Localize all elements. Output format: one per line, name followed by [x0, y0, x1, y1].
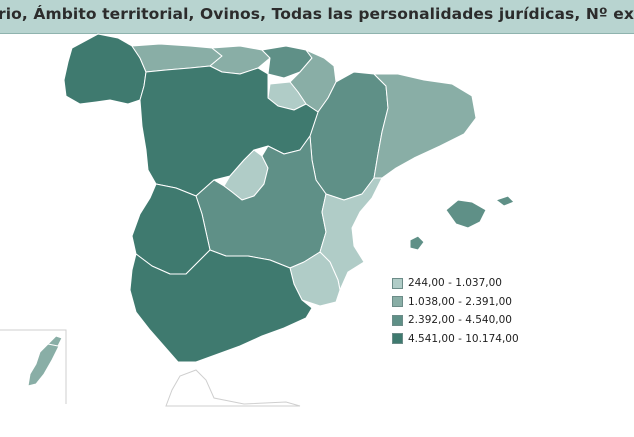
- legend-swatch: [392, 277, 403, 289]
- legend-label: 1.038,00 - 2.391,00: [408, 295, 512, 308]
- north-africa-coast-outline: [165, 369, 301, 407]
- region-cataluna[interactable]: [373, 73, 477, 179]
- legend-swatch: [392, 296, 403, 308]
- canarias-inset-frame: [0, 329, 67, 404]
- region-baleares-menorca[interactable]: [495, 195, 515, 207]
- map-title: rio, Ámbito territorial, Ovinos, Todas l…: [0, 5, 634, 23]
- legend-item: 2.392,00 - 4.540,00: [392, 311, 519, 330]
- legend-label: 4.541,00 - 10.174,00: [408, 332, 519, 345]
- legend-swatch: [392, 314, 403, 326]
- region-baleares-mallorca[interactable]: [445, 199, 487, 229]
- legend-swatch: [392, 333, 403, 345]
- legend-label: 244,00 - 1.037,00: [408, 277, 502, 290]
- legend-item: 4.541,00 - 10.174,00: [392, 330, 519, 349]
- map-title-bar: rio, Ámbito territorial, Ovinos, Todas l…: [0, 0, 634, 34]
- legend-item: 244,00 - 1.037,00: [392, 274, 519, 293]
- legend-label: 2.392,00 - 4.540,00: [408, 314, 512, 327]
- region-galicia[interactable]: [63, 33, 147, 105]
- map-legend: 244,00 - 1.037,00 1.038,00 - 2.391,00 2.…: [392, 274, 519, 348]
- region-canarias-lanzarote[interactable]: [47, 335, 63, 347]
- region-baleares-ibiza[interactable]: [409, 235, 425, 251]
- region-andalucia[interactable]: [129, 249, 313, 363]
- legend-item: 1.038,00 - 2.391,00: [392, 293, 519, 312]
- region-canarias-fuerteventura[interactable]: [27, 339, 61, 387]
